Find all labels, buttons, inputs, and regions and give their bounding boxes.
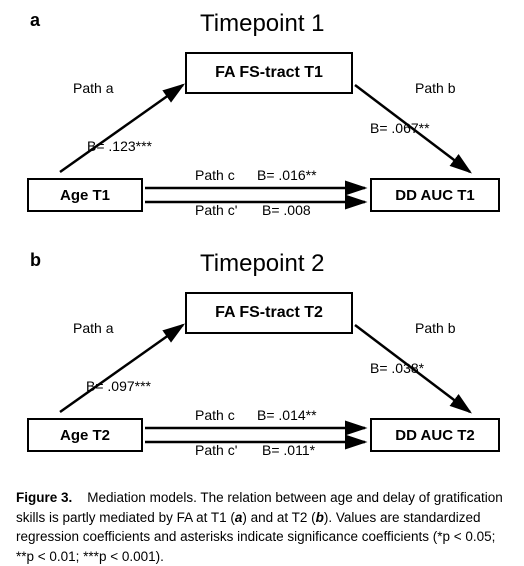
path-a-coef-a: B= .123***	[87, 138, 152, 154]
panel-a-label: a	[30, 10, 40, 31]
path-a-coef-b: B= .097***	[86, 378, 151, 394]
mediator-text-b: FA FS-tract T2	[215, 304, 323, 322]
left-box-a: Age T1	[27, 178, 143, 212]
path-cp-coef-b: B= .011*	[262, 442, 315, 458]
path-a-label-a: Path a	[73, 80, 113, 96]
path-c-label-a: Path c	[195, 167, 235, 183]
path-b-coef-a: B= .067**	[370, 120, 430, 136]
mediator-text-a: FA FS-tract T1	[215, 64, 323, 82]
path-cp-label-a: Path c'	[195, 202, 237, 218]
path-a-label-b: Path a	[73, 320, 113, 336]
path-c-coef-b: B= .014**	[257, 407, 317, 423]
caption-lead: Figure 3.	[16, 490, 72, 505]
caption-body2: partly mediated by FA at T1 (	[63, 510, 235, 525]
panel-a-title: Timepoint 1	[200, 10, 325, 38]
figure-caption: Figure 3. Mediation models. The relation…	[16, 488, 510, 566]
mediator-box-a: FA FS-tract T1	[185, 52, 353, 94]
path-cp-label-b: Path c'	[195, 442, 237, 458]
mediator-box-b: FA FS-tract T2	[185, 292, 353, 334]
caption-b-bold: b	[316, 510, 324, 525]
right-box-a: DD AUC T1	[370, 178, 500, 212]
path-cp-coef-a: B= .008	[262, 202, 311, 218]
caption-body3: ) and at T2 (	[242, 510, 315, 525]
right-box-b: DD AUC T2	[370, 418, 500, 452]
left-text-b: Age T2	[60, 427, 110, 444]
path-b-label-a: Path b	[415, 80, 455, 96]
right-text-a: DD AUC T1	[395, 187, 474, 204]
panel-b-label: b	[30, 250, 41, 271]
path-c-coef-a: B= .016**	[257, 167, 317, 183]
panel-b-title: Timepoint 2	[200, 250, 325, 278]
left-box-b: Age T2	[27, 418, 143, 452]
path-b-label-b: Path b	[415, 320, 455, 336]
right-text-b: DD AUC T2	[395, 427, 474, 444]
path-c-label-b: Path c	[195, 407, 235, 423]
path-b-coef-b: B= .038*	[370, 360, 424, 376]
left-text-a: Age T1	[60, 187, 110, 204]
